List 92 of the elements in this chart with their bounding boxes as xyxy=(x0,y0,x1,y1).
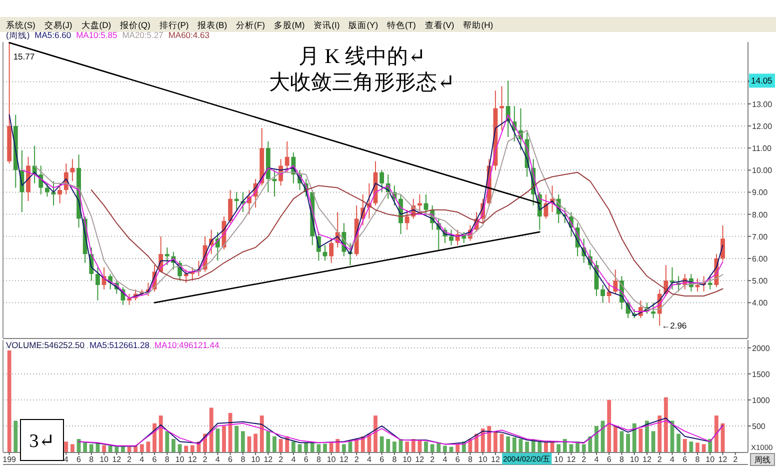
x-tick-label: 12 xyxy=(642,455,652,464)
x-tick-label: 2 xyxy=(278,455,284,464)
y-tick-label: 7.00 xyxy=(752,232,768,242)
x-tick-label: 8 xyxy=(89,455,94,464)
x-tick-label: 12 xyxy=(339,455,348,464)
figure-number: 3↵ xyxy=(29,431,55,452)
x-tick-label: 6 xyxy=(380,455,384,464)
x-tick-label: 6 xyxy=(455,455,460,464)
legend-item: MA20:5.27 xyxy=(122,30,164,40)
x-tick-label: 8 xyxy=(164,455,170,464)
x-tick-label: 4 xyxy=(670,455,674,464)
x-tick-label: 12 xyxy=(188,455,197,464)
x-tick-label: 2 xyxy=(657,455,662,464)
x-tick-label: 8 xyxy=(620,455,624,464)
x-tick-label: 4 xyxy=(291,455,296,464)
x-tick-label: 2 xyxy=(202,455,208,464)
x-tick-label: 4 xyxy=(594,455,599,464)
legend-item: MA10:5.85 xyxy=(76,30,118,40)
x-tick-label: 12 xyxy=(718,455,728,464)
y-tick-label: 11.00 xyxy=(752,144,772,154)
period-label: 周线 xyxy=(754,456,770,464)
x-tick-label: 10 xyxy=(706,455,715,464)
x-tick-label: 12 xyxy=(566,455,576,464)
x-tick-label: 12 xyxy=(264,455,273,464)
menu-item: 版面(Y) xyxy=(348,20,378,30)
menu-item: 大盘(D) xyxy=(81,20,112,30)
x-tick-label: 6 xyxy=(228,455,233,464)
title: 大收敛三角形形态↵ xyxy=(269,70,455,94)
x-tick-label: 2 xyxy=(733,455,738,464)
x-tick-label: 6 xyxy=(606,455,612,464)
menu-item: 报表(B) xyxy=(198,20,228,30)
menu-item: 特色(T) xyxy=(387,20,416,30)
menu-item: 报价(Q) xyxy=(120,20,150,30)
y-tick-label: 1000 xyxy=(752,396,770,405)
x-tick-label: 8 xyxy=(240,455,246,464)
y-tick-label: 10.00 xyxy=(752,166,772,176)
x-tick-label: 10 xyxy=(175,455,184,464)
x-tick-label: 4 xyxy=(140,455,144,464)
x-tick-label: 6 xyxy=(76,455,81,464)
title: 月 K 线中的↵ xyxy=(298,44,426,68)
x-tick-label: 2 xyxy=(430,455,435,464)
y-tick-label: 6.00 xyxy=(752,254,768,264)
x-tick-label: 10 xyxy=(478,455,488,464)
menu-item: 帮助(H) xyxy=(463,20,494,30)
data-label: 15.77 xyxy=(13,52,35,62)
x-tick-label: 10 xyxy=(554,455,564,464)
x-tick-label: 8 xyxy=(392,455,397,464)
y-tick-label: 9.00 xyxy=(752,188,768,198)
menu-item: 交易(J) xyxy=(44,20,72,30)
x-tick-label: 12 xyxy=(112,455,122,464)
x-tick-label: 10 xyxy=(630,455,639,464)
x-tick-label: 199 xyxy=(2,455,16,464)
x-tick-label: 10 xyxy=(326,455,336,464)
x-tick-label: 8 xyxy=(316,455,321,464)
legend-item: MA5:6.60 xyxy=(34,30,72,40)
y-tick-label: 500 xyxy=(752,422,766,431)
x-tick-label: 6 xyxy=(682,455,688,464)
x-tick-label: 8 xyxy=(695,455,700,464)
y-tick-label: 8.00 xyxy=(752,210,768,220)
x-tick-label: 10 xyxy=(402,455,412,464)
y-tick-label: 2000 xyxy=(752,344,770,353)
x-tick-label: 2 xyxy=(354,455,359,464)
x-tick-label: 6 xyxy=(304,455,308,464)
x-tick-label: 8 xyxy=(468,455,472,464)
x-tick-label: 10 xyxy=(251,455,260,464)
x-tick-label: 10 xyxy=(100,455,108,464)
x-tick-label: 12 xyxy=(415,455,424,464)
x-tick-label: 4 xyxy=(366,455,372,464)
y-tick-label: 4.00 xyxy=(752,298,768,308)
menu-item: 查看(V) xyxy=(424,20,454,30)
cursor-value: 14.05 xyxy=(749,74,775,88)
subtitle: VOLUME:546252.50 xyxy=(6,340,84,350)
x-tick-label: 4 xyxy=(64,455,68,464)
y-tick-label: 1500 xyxy=(752,370,770,379)
menu-item: 多股(M) xyxy=(274,20,305,30)
x-tick-label: 12 xyxy=(491,455,500,464)
y-tick-label: 13.00 xyxy=(752,100,772,109)
x-tick-label: 4 xyxy=(215,455,220,464)
x-tick-label: 2 xyxy=(582,455,586,464)
x-tick-label: 6 xyxy=(152,455,157,464)
x-tick-label: 2 xyxy=(127,455,132,464)
y-tick-label: 12.00 xyxy=(752,122,772,131)
menu-item: 系统(S) xyxy=(6,20,36,30)
legend-item: MA10:496121.44 xyxy=(154,340,220,350)
menu-item: 资讯(I) xyxy=(314,20,340,30)
menu-item: 排行(P) xyxy=(159,20,189,30)
legend-item: MA5:512661.28 xyxy=(89,340,150,350)
y-tick-label: 5.00 xyxy=(752,276,768,286)
data-label: ←2.96 xyxy=(662,320,687,331)
legend-item: MA60:4.63 xyxy=(168,30,210,40)
menu-item: 分析(F) xyxy=(236,20,265,30)
x-tick-label: 4 xyxy=(442,455,448,464)
